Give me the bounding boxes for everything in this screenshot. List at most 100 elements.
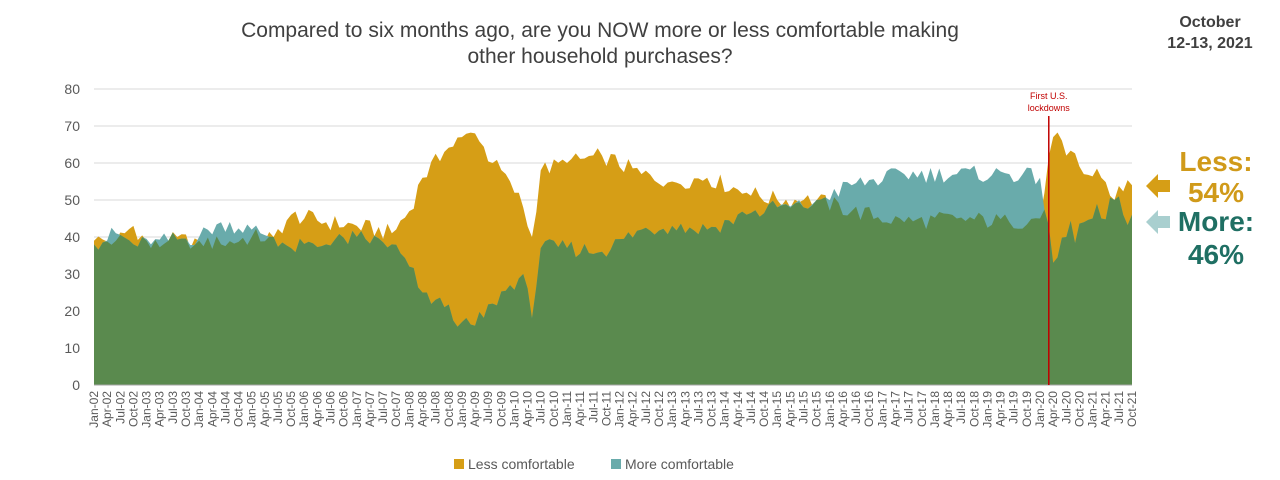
- chart-title-line1: Compared to six months ago, are you NOW …: [241, 19, 959, 42]
- x-tick-label: Jan-21: [1086, 391, 1100, 428]
- x-tick-label: Apr-06: [310, 391, 324, 427]
- x-tick-label: Apr-09: [468, 391, 482, 427]
- survey-date-line2: 12-13, 2021: [1167, 35, 1253, 52]
- x-tick-label: Apr-04: [205, 391, 219, 427]
- x-tick-label: Oct-14: [757, 391, 771, 427]
- x-tick-label: Apr-15: [783, 391, 797, 427]
- x-tick-label: Apr-08: [416, 391, 430, 427]
- x-tick-label: Jul-12: [639, 391, 653, 424]
- x-tick-label: Oct-21: [1125, 391, 1139, 427]
- x-tick-label: Oct-11: [599, 391, 613, 426]
- overlap-area: [94, 196, 1132, 385]
- x-tick-label: Jan-12: [613, 391, 627, 428]
- x-tick-label: Jan-07: [350, 391, 364, 428]
- x-tick-label: Apr-14: [731, 391, 745, 427]
- chart-areas: [94, 132, 1132, 385]
- x-tick-label: Jul-03: [166, 391, 180, 424]
- x-tick-label: Jan-17: [875, 391, 889, 428]
- x-tick-label: Oct-05: [284, 391, 298, 427]
- chart-title: Compared to six months ago, are you NOW …: [170, 18, 1030, 70]
- x-tick-label: Jul-19: [1007, 391, 1021, 424]
- x-tick-label: Apr-07: [363, 391, 377, 427]
- legend: Less comfortable More comfortable: [454, 456, 734, 472]
- x-tick-label: Oct-17: [915, 391, 929, 427]
- x-tick-label: Oct-18: [967, 391, 981, 427]
- y-tick-label: 70: [64, 118, 80, 134]
- x-tick-label: Jul-14: [744, 391, 758, 424]
- more-arrow-icon: [1146, 210, 1170, 234]
- y-tick-label: 30: [64, 266, 80, 282]
- x-tick-label: Apr-18: [941, 391, 955, 427]
- x-tick-label: Jan-03: [140, 391, 154, 428]
- y-tick-label: 10: [64, 340, 80, 356]
- x-tick-label: Oct-10: [547, 391, 561, 427]
- x-tick-label: Jul-10: [534, 391, 548, 424]
- x-tick-label: Oct-20: [1072, 391, 1086, 427]
- x-tick-label: Jul-20: [1059, 391, 1073, 424]
- x-tick-label: Apr-16: [836, 391, 850, 427]
- chart-title-line2: other household purchases?: [467, 45, 733, 68]
- x-tick-label: Oct-09: [494, 391, 508, 427]
- callout-arrows: [1146, 174, 1170, 234]
- x-tick-label: Oct-13: [705, 391, 719, 427]
- x-tick-label: Oct-02: [126, 391, 140, 427]
- x-tick-label: Oct-08: [442, 391, 456, 427]
- x-tick-label: Jul-15: [797, 391, 811, 424]
- x-tick-label: Apr-21: [1099, 391, 1113, 427]
- y-tick-label: 0: [72, 377, 80, 393]
- x-tick-label: Jan-04: [192, 391, 206, 428]
- x-tick-label: Jan-20: [1033, 391, 1047, 428]
- legend-swatch: [454, 459, 464, 469]
- x-tick-label: Jul-21: [1112, 391, 1126, 424]
- x-tick-label: Jul-07: [376, 391, 390, 424]
- less-callout-label: Less:: [1179, 146, 1253, 177]
- x-tick-label: Jul-05: [271, 391, 285, 424]
- x-tick-label: Jul-06: [324, 391, 338, 424]
- x-tick-label: Apr-19: [994, 391, 1008, 427]
- x-tick-label: Jul-17: [902, 391, 916, 424]
- y-tick-label: 20: [64, 303, 80, 319]
- x-tick-label: Apr-20: [1046, 391, 1060, 427]
- lockdown-label-line2: lockdowns: [1028, 103, 1071, 113]
- x-tick-label: Jul-02: [113, 391, 127, 424]
- more-callout-label: More:: [1177, 206, 1255, 237]
- x-tick-label: Apr-11: [573, 391, 587, 426]
- x-tick-label: Jan-10: [508, 391, 522, 428]
- less-arrow-icon: [1146, 174, 1170, 198]
- x-tick-label: Jan-18: [928, 391, 942, 428]
- survey-date-line1: October: [1179, 14, 1241, 31]
- x-tick-label: Oct-19: [1020, 391, 1034, 427]
- lockdown-label-line1: First U.S.: [1030, 91, 1068, 101]
- less-callout-value: 54%: [1187, 177, 1245, 208]
- x-tick-label: Apr-13: [678, 391, 692, 427]
- y-tick-label: 60: [64, 155, 80, 171]
- more-callout-value: 46%: [1187, 239, 1245, 270]
- x-tick-label: Oct-12: [652, 391, 666, 427]
- x-tick-label: Jan-19: [981, 391, 995, 428]
- x-tick-label: Apr-17: [889, 391, 903, 427]
- x-tick-label: Jul-13: [691, 391, 705, 424]
- x-tick-label: Apr-03: [153, 391, 167, 427]
- survey-date: October 12-13, 2021: [1150, 12, 1270, 54]
- x-tick-label: Apr-12: [626, 391, 640, 427]
- x-tick-label: Jan-09: [455, 391, 469, 428]
- x-tick-label: Jan-05: [245, 391, 259, 428]
- axes: Jan-02 Apr-02 Jul-02 Oct-02 Jan-03 Apr-03 Jul-…: [87, 384, 1139, 428]
- x-tick-label: Apr-02: [100, 391, 114, 427]
- x-tick-label: Jan-14: [718, 391, 732, 428]
- x-tick-label: Oct-03: [179, 391, 193, 427]
- x-tick-label: Apr-05: [258, 391, 272, 427]
- x-tick-label: Jan-08: [402, 391, 416, 428]
- x-tick-label: Jan-02: [87, 391, 101, 428]
- x-tick-label: Jul-18: [954, 391, 968, 424]
- x-tick-label: Jan-13: [665, 391, 679, 428]
- x-tick-label: Jan-15: [770, 391, 784, 428]
- x-tick-label: Oct-16: [862, 391, 876, 427]
- legend-swatch: [611, 459, 621, 469]
- x-tick-label: Oct-06: [337, 391, 351, 427]
- x-tick-label: Oct-15: [810, 391, 824, 427]
- x-tick-label: Jul-16: [849, 391, 863, 424]
- legend-label: More comfortable: [625, 456, 734, 472]
- x-tick-label: Jul-09: [481, 391, 495, 424]
